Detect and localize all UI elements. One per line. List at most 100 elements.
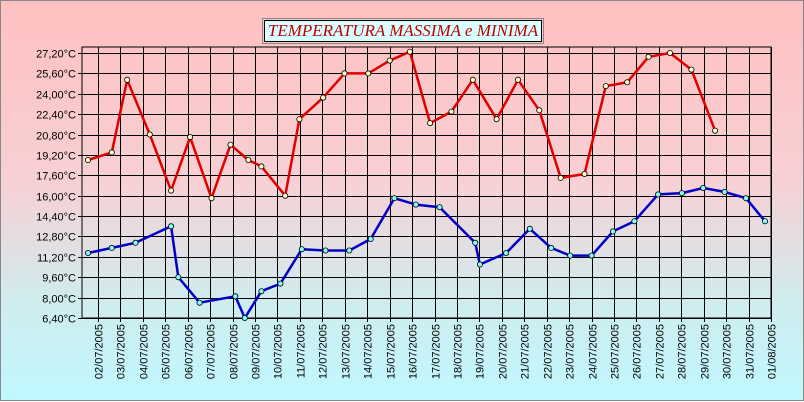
data-point [245, 156, 252, 163]
x-tick-label: 27/07/2005 [655, 324, 667, 379]
data-point [232, 293, 239, 300]
data-point [367, 235, 374, 242]
data-point [557, 174, 564, 181]
x-tick-label: 06/07/2005 [184, 324, 196, 379]
y-tick-label: 6,40°C [42, 314, 76, 326]
data-point [645, 53, 652, 60]
data-point [567, 252, 574, 259]
data-point [472, 239, 479, 246]
data-point [132, 239, 139, 246]
data-point [175, 274, 182, 281]
data-point [346, 247, 353, 254]
data-point [503, 249, 510, 256]
y-tick-label: 24,00°C [36, 90, 76, 102]
data-point [610, 228, 617, 235]
y-tick-label: 19,20°C [36, 151, 76, 163]
data-point [624, 79, 631, 86]
x-tick-label: 08/07/2005 [229, 324, 241, 379]
x-tick-label: 18/07/2005 [453, 324, 465, 379]
x-tick-label: 30/07/2005 [722, 324, 734, 379]
data-point [322, 247, 329, 254]
data-point [427, 120, 434, 127]
data-point [208, 195, 215, 202]
x-tick-label: 10/07/2005 [273, 324, 285, 379]
y-tick-label: 20,80°C [36, 131, 76, 143]
data-point [258, 288, 265, 295]
x-tick-label: 14/07/2005 [363, 324, 375, 379]
x-tick-label: 01/08/2005 [767, 324, 779, 379]
x-tick-label: 13/07/2005 [341, 324, 353, 379]
data-point [743, 195, 750, 202]
x-tick-label: 04/07/2005 [139, 324, 151, 379]
data-point [298, 246, 305, 253]
y-tick-label: 25,60°C [36, 69, 76, 81]
x-tick-label: 11/07/2005 [296, 324, 308, 378]
x-tick-label: 09/07/2005 [251, 324, 263, 379]
data-point [282, 192, 289, 199]
data-point [241, 314, 248, 321]
x-tick-label: 05/07/2005 [161, 324, 173, 379]
data-point [581, 170, 588, 177]
data-point [721, 188, 728, 195]
data-point [526, 225, 533, 232]
y-tick-label: 14,40°C [36, 212, 76, 224]
data-point [688, 66, 695, 73]
data-point [386, 57, 393, 64]
data-point [108, 149, 115, 156]
data-point [602, 83, 609, 90]
data-point [588, 252, 595, 259]
data-point [391, 195, 398, 202]
x-tick-label: 20/07/2005 [498, 324, 510, 379]
series-line-1 [87, 186, 766, 320]
data-point [296, 116, 303, 123]
data-point [341, 70, 348, 77]
x-tick-label: 29/07/2005 [700, 324, 712, 379]
data-point [168, 223, 175, 230]
x-tick-label: 19/07/2005 [475, 324, 487, 379]
x-tick-label: 31/07/2005 [745, 324, 757, 379]
data-point [678, 190, 685, 197]
data-point [365, 70, 372, 77]
x-tick-label: 16/07/2005 [408, 324, 420, 379]
data-point [476, 261, 483, 268]
x-tick-label: 12/07/2005 [318, 324, 330, 379]
x-tick-label: 07/07/2005 [206, 324, 218, 379]
y-tick-label: 17,60°C [36, 171, 76, 183]
data-point [227, 141, 234, 148]
data-point [762, 218, 769, 225]
data-point [655, 191, 662, 198]
data-point [700, 184, 707, 191]
data-point [536, 107, 543, 114]
y-tick-label: 27,20°C [36, 49, 76, 61]
data-point [667, 50, 674, 57]
y-tick-label: 22,40°C [36, 110, 76, 122]
x-tick-label: 15/07/2005 [386, 324, 398, 379]
y-tick-label: 16,00°C [36, 192, 76, 204]
x-tick-label: 23/07/2005 [565, 324, 577, 379]
data-point [436, 204, 443, 211]
data-point [85, 249, 92, 256]
data-point [124, 76, 131, 83]
x-tick-label: 03/07/2005 [116, 324, 128, 379]
data-point [196, 299, 203, 306]
data-point [108, 244, 115, 251]
data-point [469, 76, 476, 83]
data-point [631, 218, 638, 225]
data-point [406, 48, 413, 55]
x-tick-label: 28/07/2005 [677, 324, 689, 379]
data-point [320, 94, 327, 101]
x-tick-label: 25/07/2005 [610, 324, 622, 379]
data-point [448, 108, 455, 115]
data-point [85, 156, 92, 163]
x-tick-label: 26/07/2005 [632, 324, 644, 379]
x-tick-label: 22/07/2005 [543, 324, 555, 379]
y-tick-label: 11,20°C [37, 253, 76, 265]
data-point [548, 244, 555, 251]
data-point [493, 116, 500, 123]
data-point [515, 76, 522, 83]
x-tick-label: 24/07/2005 [588, 324, 600, 379]
data-point [168, 187, 175, 194]
data-point [277, 280, 284, 287]
